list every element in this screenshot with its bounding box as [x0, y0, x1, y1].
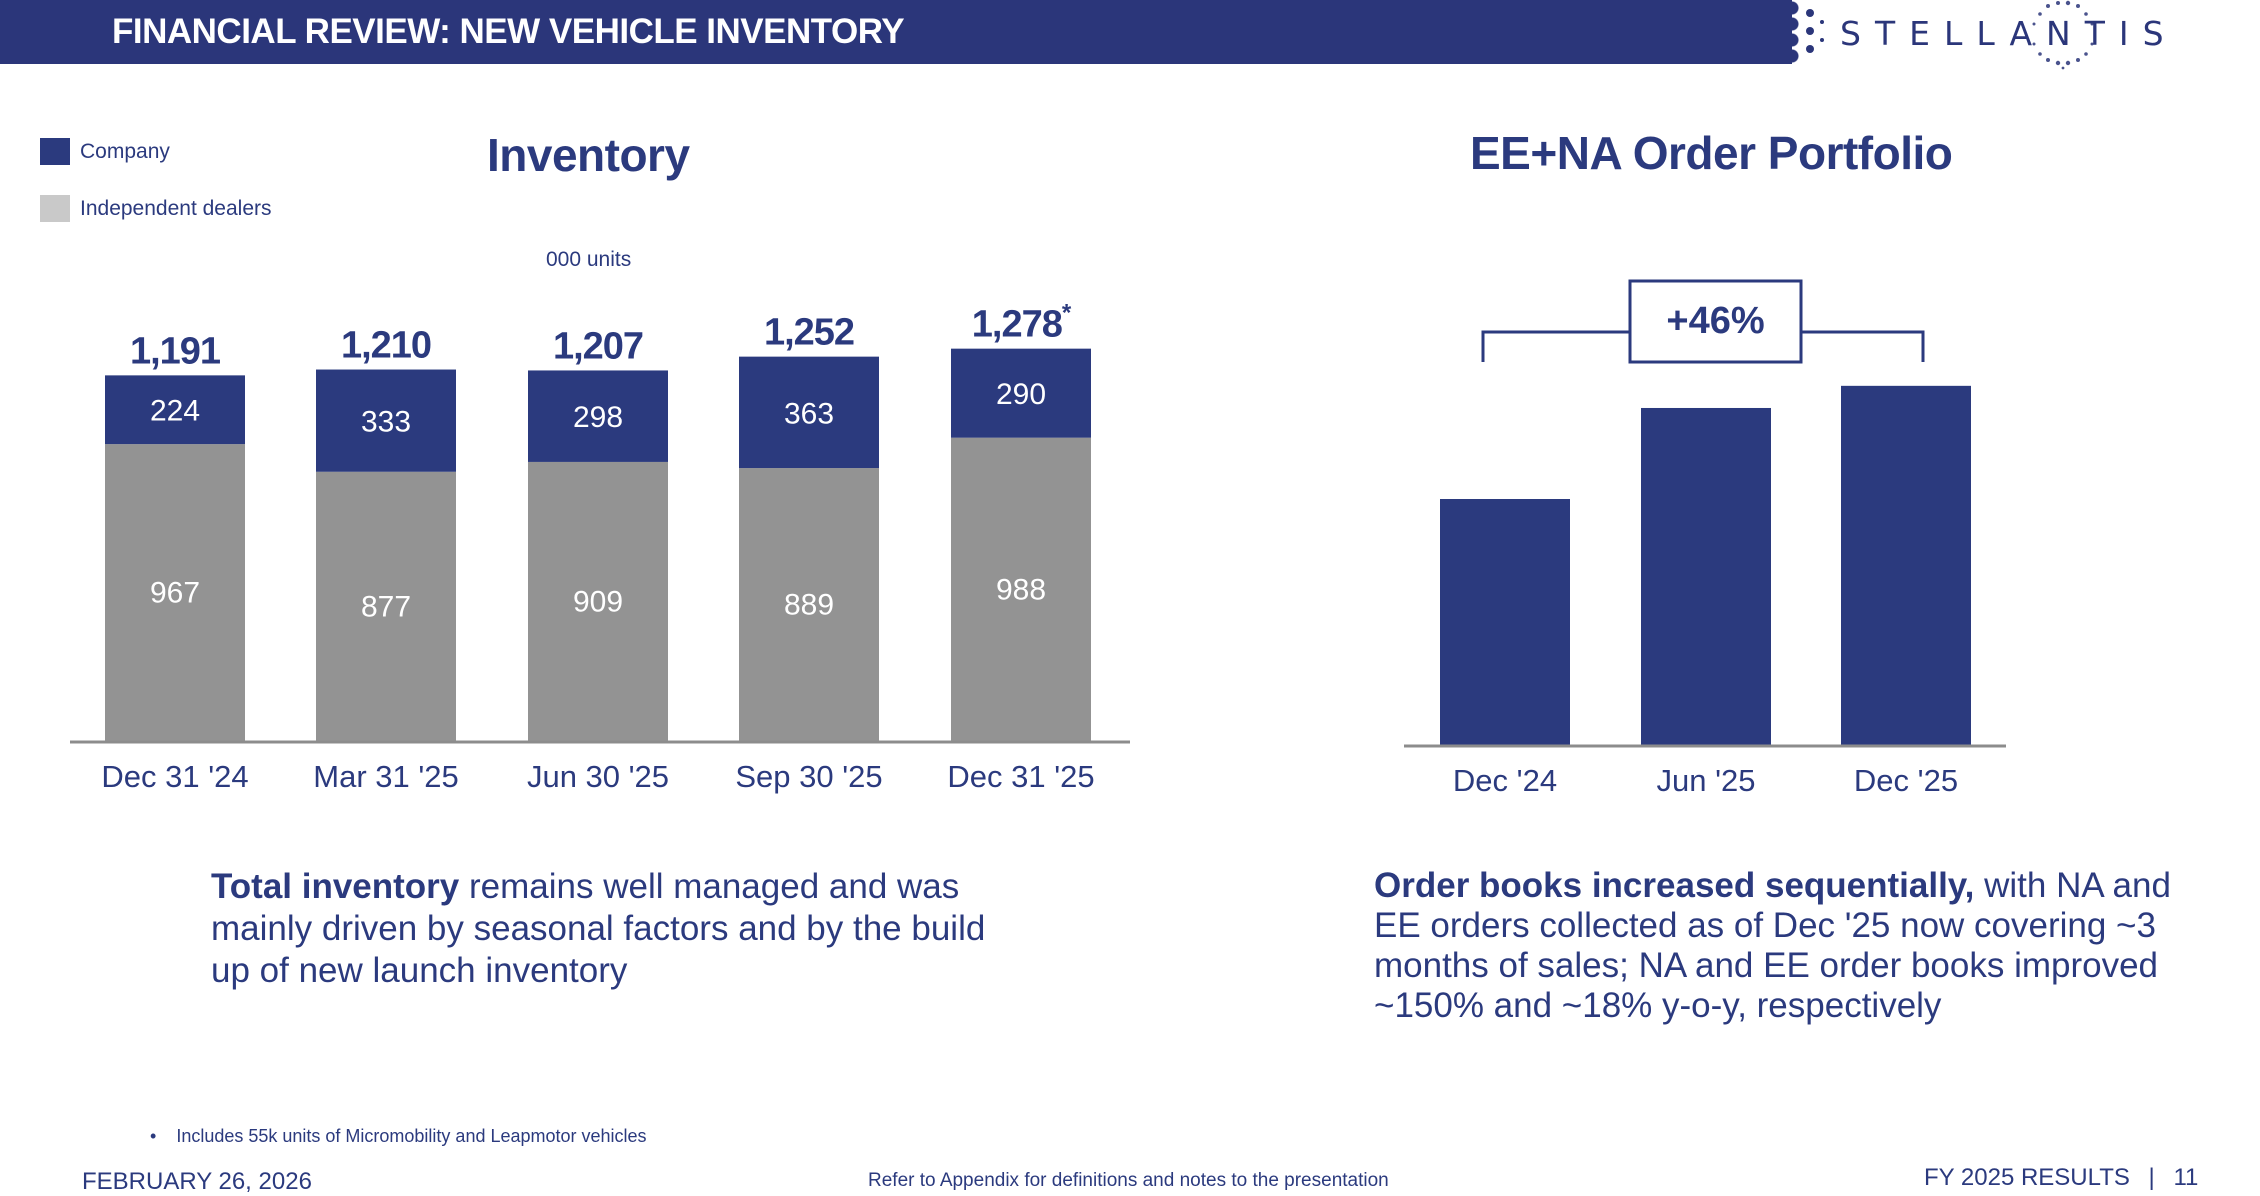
data-label-total: 1,210 — [341, 325, 431, 367]
data-label-company: 298 — [573, 401, 623, 434]
order-commentary-bold: Order books increased sequentially, — [1374, 866, 1975, 905]
inventory-commentary-rest: remains well managed and was mainly driv… — [211, 867, 986, 990]
inventory-commentary: Total inventory remains well managed and… — [211, 866, 1011, 992]
bar-order-portfolio — [1440, 499, 1570, 745]
header-bar — [0, 0, 1800, 64]
data-label-company: 333 — [361, 406, 411, 439]
data-label-total: 1,252 — [764, 312, 854, 354]
x-tick-label: Dec 31 '24 — [101, 759, 248, 794]
logo-wordmark: STELLANTIS — [1840, 14, 2178, 53]
inventory-units-label: 000 units — [546, 248, 632, 271]
footnote: • Includes 55k units of Micromobility an… — [150, 1126, 647, 1147]
bar-independent-dealers — [528, 461, 668, 741]
x-tick-label: Dec '24 — [1453, 763, 1557, 798]
footnote-text: Includes 55k units of Micromobility and … — [176, 1126, 647, 1146]
data-label-company: 290 — [996, 378, 1046, 411]
page-title: FINANCIAL REVIEW: NEW VEHICLE INVENTORY — [112, 12, 905, 51]
x-tick-label: Mar 31 '25 — [313, 759, 459, 794]
legend-label-dealers: Independent dealers — [80, 196, 272, 220]
bar-independent-dealers — [316, 471, 456, 741]
x-tick-label: Jun 30 '25 — [527, 759, 669, 794]
stellantis-logo: STELLANTIS — [1790, 0, 2210, 70]
data-label-total: 1,207 — [553, 325, 643, 367]
data-label-total: 1,191 — [130, 330, 221, 372]
order-commentary-rest: with NA and EE orders collected as of De… — [1374, 866, 2171, 1025]
bar-company — [528, 370, 668, 462]
bullet-icon: • — [150, 1126, 177, 1146]
footer-results-label: FY 2025 RESULTS — [1924, 1164, 2130, 1191]
data-label-company: 363 — [784, 397, 834, 430]
data-label-dealers: 909 — [573, 585, 623, 618]
bracket-right — [1801, 330, 1925, 362]
growth-bracket — [1481, 279, 1925, 364]
footer-separator: | — [2148, 1164, 2155, 1191]
legend-swatch-company — [40, 138, 70, 165]
footer-date: FEBRUARY 26, 2026 — [82, 1168, 312, 1195]
data-label-dealers: 889 — [784, 589, 834, 622]
legend-item-independent-dealers: Independent dealers — [40, 195, 272, 222]
x-tick-label: Jun '25 — [1657, 763, 1756, 798]
order-commentary: Order books increased sequentially, with… — [1374, 866, 2174, 1026]
legend-item-company: Company — [40, 138, 170, 165]
footer-results: FY 2025 RESULTS | 11 — [1924, 1164, 2198, 1192]
bar-order-portfolio — [1841, 385, 1971, 745]
x-tick-label: Dec 31 '25 — [947, 759, 1094, 794]
bar-company — [316, 369, 456, 472]
bar-company — [739, 356, 879, 469]
data-label-company: 224 — [150, 395, 200, 428]
legend-label-company: Company — [80, 139, 170, 163]
data-label-dealers: 877 — [361, 590, 411, 623]
page-number: 11 — [2173, 1164, 2199, 1191]
data-label-total: 1,278* — [972, 300, 1072, 346]
inventory-chart: 967 224 1,191 Dec 31 '24 877 333 1,210 Mar 31 '… — [70, 300, 1130, 794]
inventory-commentary-bold: Total inventory — [211, 867, 460, 906]
bar-independent-dealers — [951, 437, 1091, 741]
bracket-left — [1481, 330, 1630, 362]
bar-independent-dealers — [739, 468, 879, 741]
inventory-chart-title: Inventory — [487, 129, 690, 181]
data-label-dealers: 988 — [996, 573, 1046, 606]
growth-annotation-box — [1628, 279, 1803, 364]
footnote-asterisk: * — [1062, 300, 1072, 327]
x-tick-label: Dec '25 — [1854, 763, 1958, 798]
footer-reference: Refer to Appendix for definitions and no… — [868, 1170, 1389, 1191]
order-portfolio-chart-title: EE+NA Order Portfolio — [1470, 127, 1953, 179]
logo-dots-icon — [1806, 0, 2094, 70]
growth-annotation-label: +46% — [1666, 300, 1764, 342]
bar-order-portfolio — [1641, 407, 1771, 745]
x-tick-label: Sep 30 '25 — [735, 759, 882, 794]
bar-company — [105, 375, 245, 445]
legend-swatch-dealers — [40, 195, 70, 222]
order-portfolio-chart: Dec '24 Jun '25 Dec '25 +46% — [1404, 279, 2006, 798]
bar-company — [951, 348, 1091, 438]
data-label-dealers: 967 — [150, 577, 200, 610]
bar-independent-dealers — [105, 444, 245, 741]
